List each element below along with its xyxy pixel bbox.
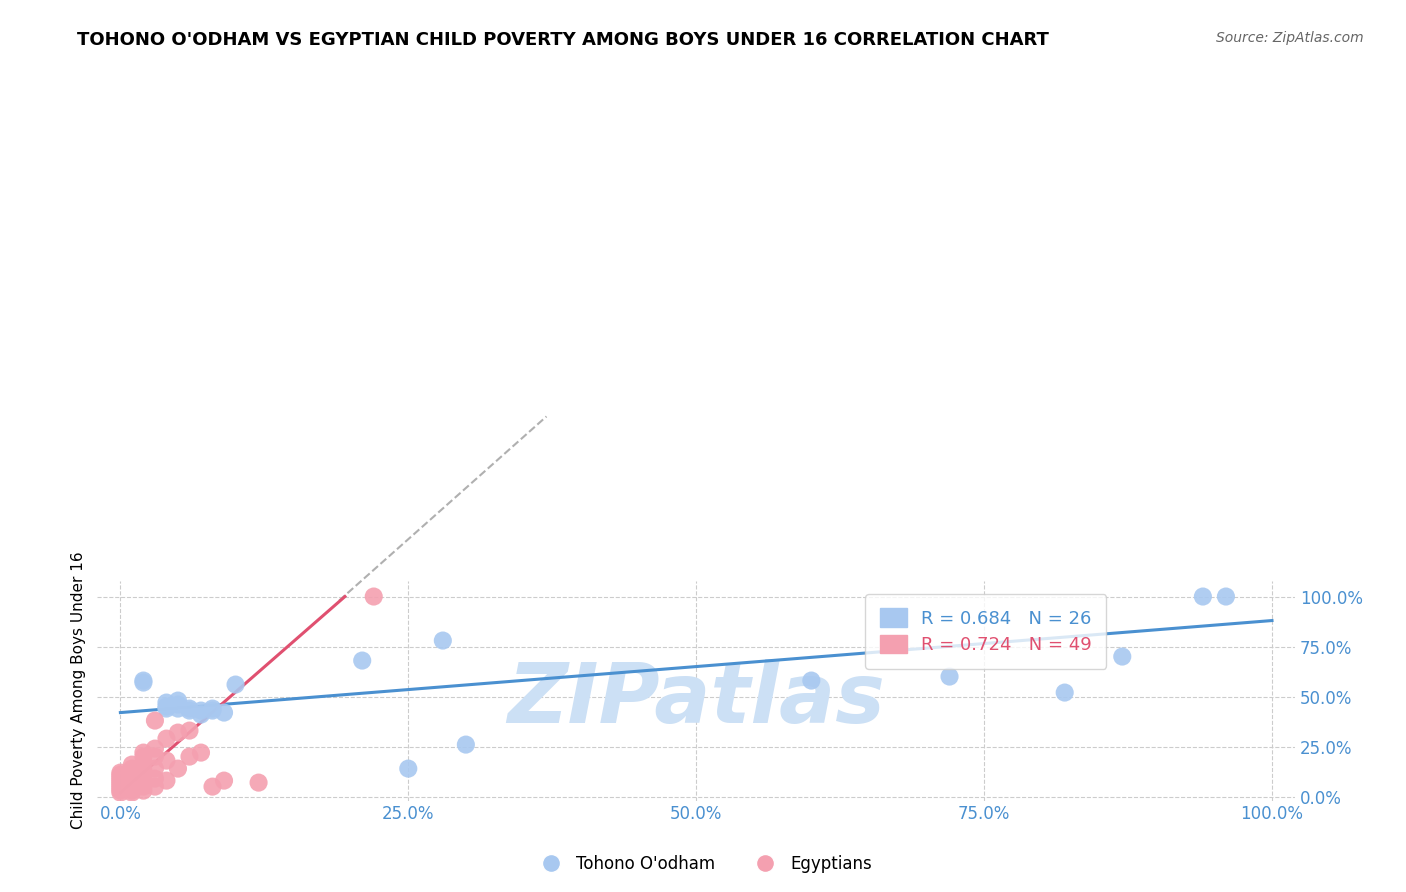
Point <box>121 762 143 776</box>
Point <box>110 770 132 784</box>
Point <box>247 775 270 789</box>
Point <box>121 770 143 784</box>
Point <box>121 780 143 794</box>
Point <box>132 749 155 764</box>
Point <box>121 772 143 786</box>
Point <box>132 673 155 688</box>
Point <box>155 699 177 714</box>
Point <box>121 775 143 789</box>
Point <box>1111 649 1133 664</box>
Point <box>1215 590 1237 604</box>
Point <box>121 783 143 797</box>
Text: ZIPatlas: ZIPatlas <box>508 659 886 739</box>
Point <box>132 764 155 778</box>
Point <box>190 707 212 722</box>
Point <box>155 773 177 788</box>
Point <box>121 781 143 796</box>
Point <box>121 765 143 780</box>
Point <box>143 762 166 776</box>
Point <box>143 780 166 794</box>
Point <box>167 701 190 715</box>
Point <box>155 754 177 768</box>
Point <box>225 677 247 691</box>
Point <box>121 786 143 800</box>
Point <box>1053 685 1076 699</box>
Point <box>132 756 155 770</box>
Point <box>155 696 177 710</box>
Point <box>121 757 143 772</box>
Point <box>363 590 385 604</box>
Point <box>110 767 132 781</box>
Point <box>201 704 224 718</box>
Point <box>1192 590 1215 604</box>
Point <box>190 746 212 760</box>
Point <box>121 773 143 788</box>
Point <box>179 701 201 715</box>
Point <box>167 725 190 739</box>
Point <box>132 675 155 690</box>
Point <box>201 701 224 715</box>
Point <box>396 762 419 776</box>
Point <box>454 738 477 752</box>
Point <box>132 770 155 784</box>
Point <box>800 673 823 688</box>
Point <box>110 775 132 789</box>
Point <box>110 780 132 794</box>
Point <box>167 693 190 707</box>
Y-axis label: Child Poverty Among Boys Under 16: Child Poverty Among Boys Under 16 <box>72 552 86 830</box>
Point <box>110 765 132 780</box>
Point <box>179 749 201 764</box>
Point <box>432 633 454 648</box>
Point <box>155 701 177 715</box>
Text: Source: ZipAtlas.com: Source: ZipAtlas.com <box>1216 31 1364 45</box>
Point <box>201 780 224 794</box>
Point <box>143 772 166 786</box>
Point <box>110 783 132 797</box>
Legend: Tohono O'odham, Egyptians: Tohono O'odham, Egyptians <box>527 848 879 880</box>
Point <box>110 772 132 786</box>
Point <box>110 773 132 788</box>
Point <box>167 762 190 776</box>
Point <box>143 741 166 756</box>
Point <box>132 783 155 797</box>
Point <box>143 749 166 764</box>
Point <box>938 669 960 683</box>
Point <box>212 773 235 788</box>
Text: TOHONO O'ODHAM VS EGYPTIAN CHILD POVERTY AMONG BOYS UNDER 16 CORRELATION CHART: TOHONO O'ODHAM VS EGYPTIAN CHILD POVERTY… <box>77 31 1049 49</box>
Point <box>143 714 166 728</box>
Point <box>179 723 201 738</box>
Point <box>155 731 177 746</box>
Point <box>110 781 132 796</box>
Point <box>110 786 132 800</box>
Point <box>132 780 155 794</box>
Point <box>352 654 374 668</box>
Point <box>212 706 235 720</box>
Point <box>167 698 190 712</box>
Point <box>190 704 212 718</box>
Point <box>179 704 201 718</box>
Point <box>132 746 155 760</box>
Legend: R = 0.684   N = 26, R = 0.724   N = 49: R = 0.684 N = 26, R = 0.724 N = 49 <box>865 594 1107 669</box>
Point <box>132 773 155 788</box>
Point <box>121 778 143 792</box>
Point <box>110 778 132 792</box>
